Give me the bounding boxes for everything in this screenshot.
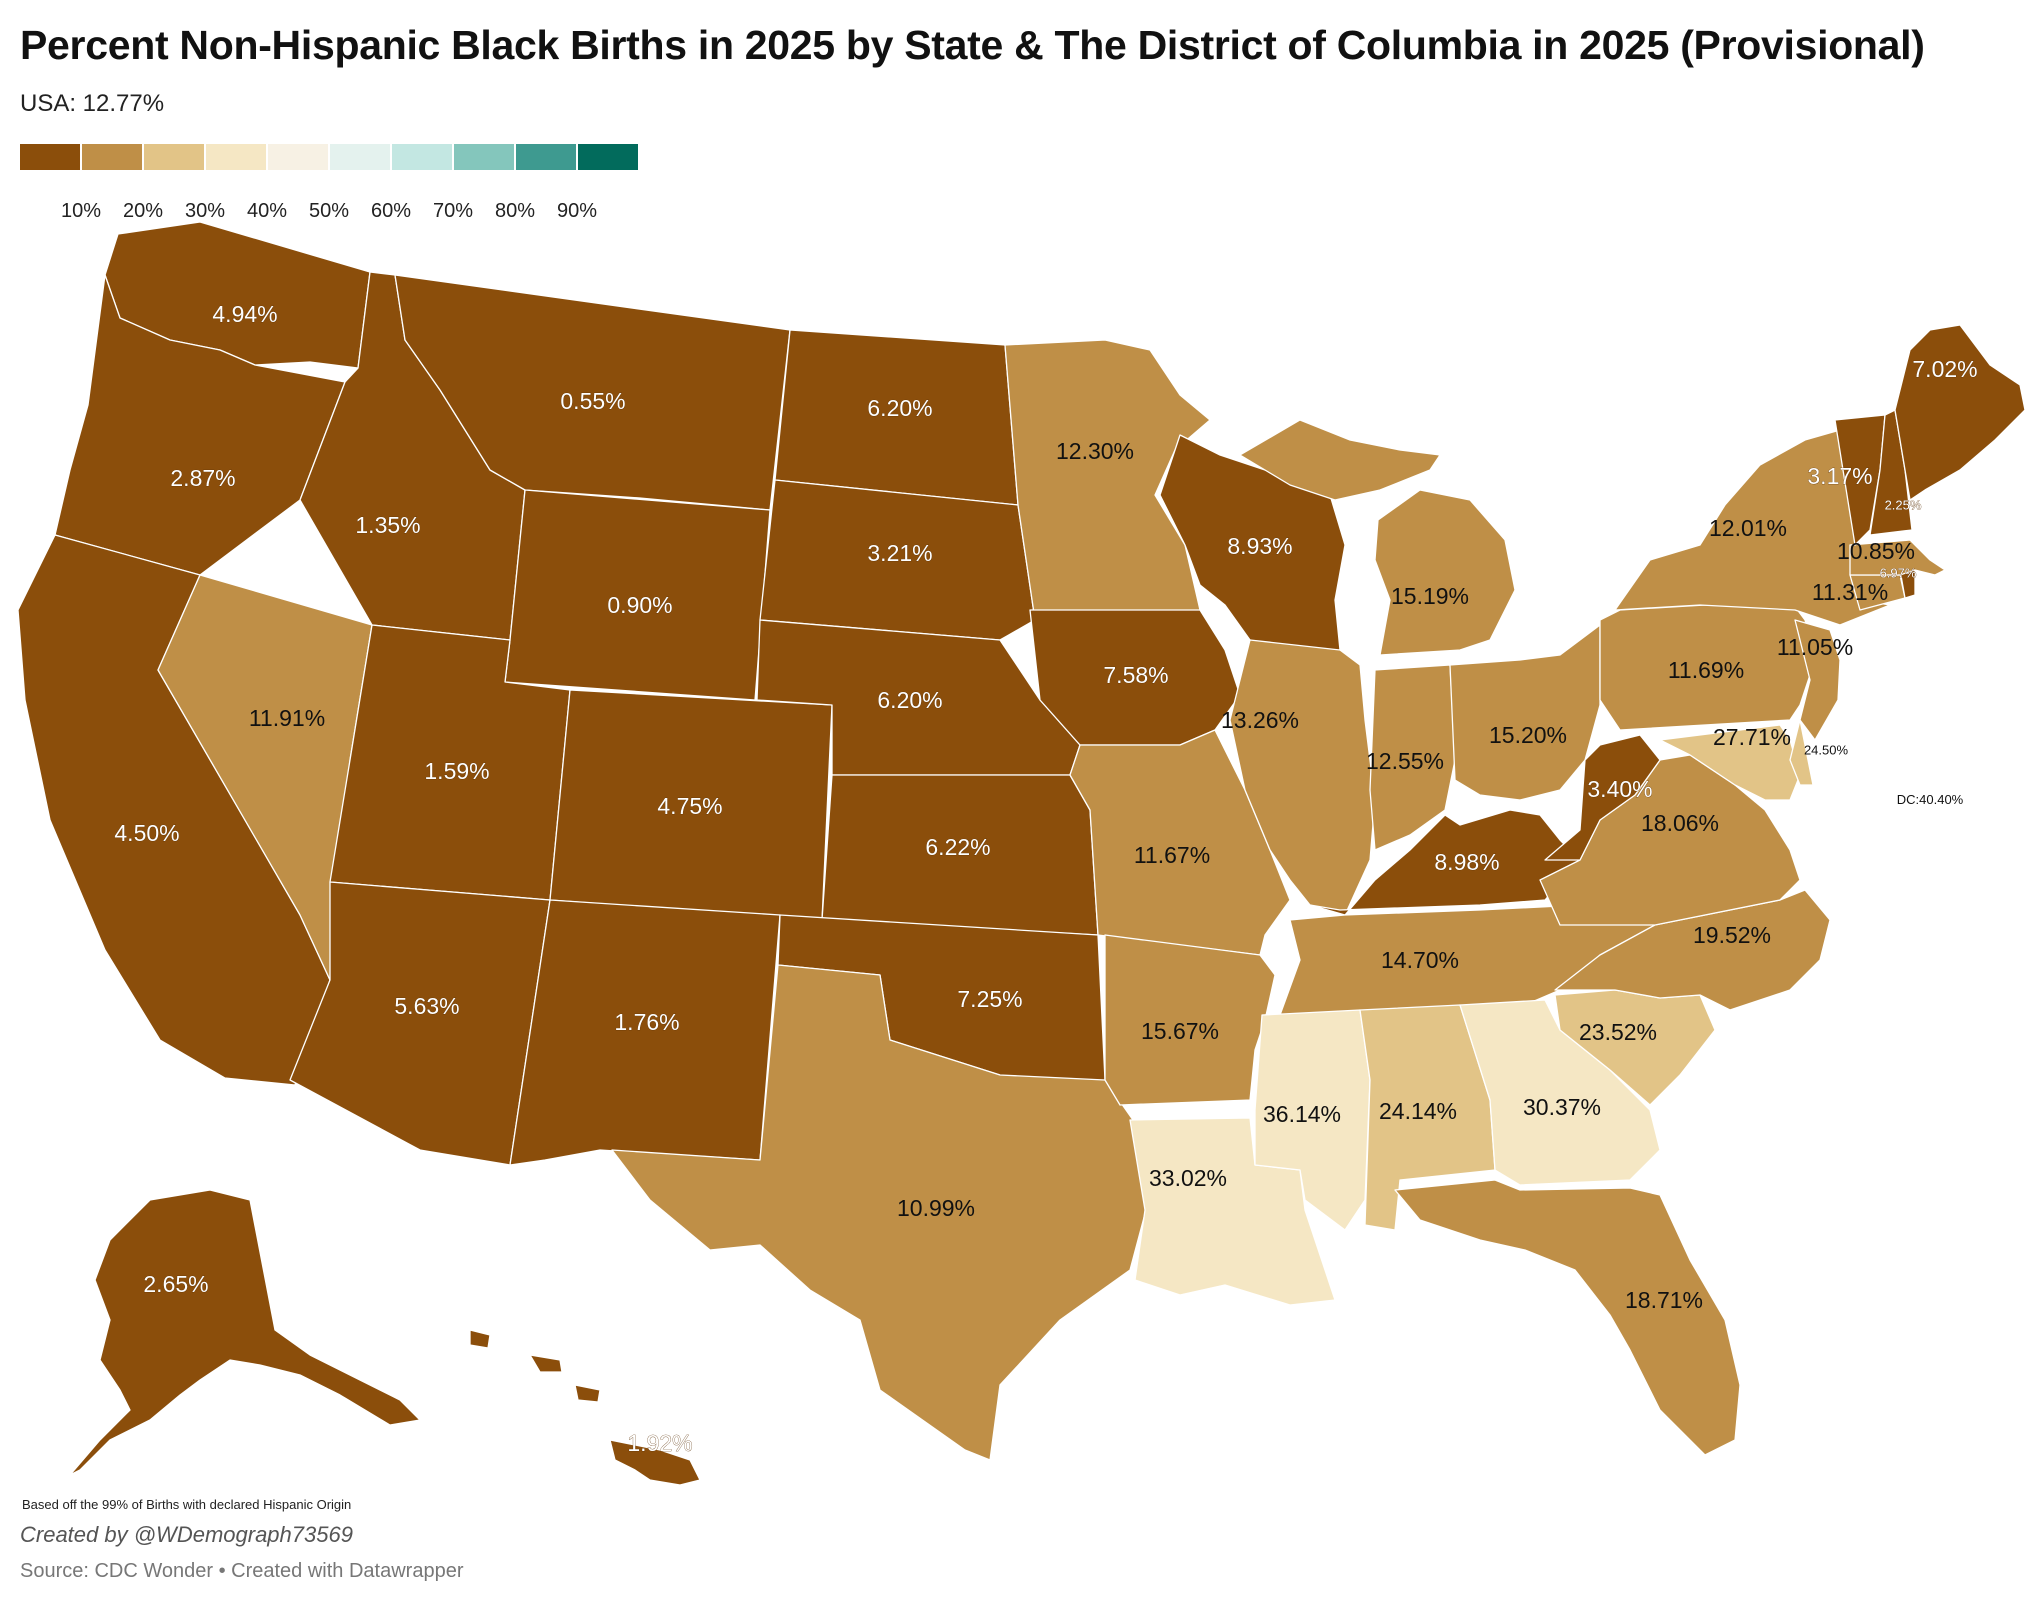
source-note: Source: CDC Wonder • Created with Datawr… bbox=[20, 1560, 464, 1582]
state-label-mi: 15.19% bbox=[1391, 583, 1469, 609]
hispanic-origin-note: Based off the 99% of Births with declare… bbox=[22, 1497, 352, 1512]
state-ky bbox=[1309, 809, 1581, 916]
legend-swatch bbox=[516, 144, 576, 170]
state-me bbox=[1894, 324, 2026, 501]
legend-swatch bbox=[330, 144, 390, 170]
state-label-ny: 12.01% bbox=[1709, 515, 1787, 541]
state-ar bbox=[1104, 934, 1276, 1106]
state-label-md: 27.71% bbox=[1713, 724, 1791, 750]
legend-swatch bbox=[268, 144, 328, 170]
state-label-tx: 10.99% bbox=[897, 1195, 975, 1221]
legend-swatch bbox=[454, 144, 514, 170]
dc-label: DC:40.40% bbox=[1897, 792, 1964, 807]
state-la bbox=[1129, 1117, 1336, 1306]
state-fl bbox=[1394, 1179, 1741, 1456]
state-label-wi: 8.93% bbox=[1227, 533, 1292, 559]
state-label-ms: 36.14% bbox=[1263, 1101, 1341, 1127]
state-label-ct: 11.31% bbox=[1812, 579, 1888, 605]
state-label-la: 33.02% bbox=[1149, 1165, 1227, 1191]
state-label-sc: 23.52% bbox=[1579, 1019, 1657, 1045]
state-label-wa: 4.94% bbox=[212, 301, 277, 327]
state-label-de: 24.50% bbox=[1804, 742, 1849, 757]
state-label-vt: 3.17% bbox=[1807, 463, 1872, 489]
state-label-nc: 19.52% bbox=[1693, 922, 1771, 948]
state-mi bbox=[1239, 419, 1516, 656]
legend-color-bar bbox=[20, 144, 640, 170]
legend-tick-label: 70% bbox=[432, 200, 474, 222]
state-label-ma: 10.85% bbox=[1837, 538, 1915, 564]
state-ga bbox=[1459, 999, 1661, 1186]
state-tx bbox=[611, 964, 1151, 1461]
legend-tick-label: 60% bbox=[370, 200, 412, 222]
state-label-ca: 4.50% bbox=[114, 820, 179, 846]
usa-average: USA: 12.77% bbox=[20, 90, 165, 117]
legend-tick-label: 90% bbox=[556, 200, 598, 222]
state-label-ky: 8.98% bbox=[1434, 849, 1499, 875]
legend-tick-label: 50% bbox=[308, 200, 350, 222]
state-label-oh: 15.20% bbox=[1489, 722, 1567, 748]
legend-tick-label: 40% bbox=[246, 200, 288, 222]
state-label-mt: 0.55% bbox=[560, 388, 625, 414]
state-label-ak: 2.65% bbox=[143, 1271, 208, 1297]
state-label-ia: 7.58% bbox=[1103, 662, 1168, 688]
state-ak bbox=[69, 1189, 421, 1476]
state-label-wv: 3.40% bbox=[1587, 776, 1652, 802]
state-label-in: 12.55% bbox=[1366, 748, 1444, 774]
state-label-nm: 1.76% bbox=[614, 1009, 679, 1035]
state-wv bbox=[1544, 734, 1661, 861]
legend-swatch bbox=[206, 144, 266, 170]
state-label-ks: 6.22% bbox=[925, 834, 990, 860]
state-label-ok: 7.25% bbox=[957, 986, 1022, 1012]
state-label-ar: 15.67% bbox=[1141, 1018, 1219, 1044]
state-label-ri: 6.97% bbox=[1880, 565, 1917, 580]
author-credit: Created by @WDemograph73569 bbox=[20, 1522, 353, 1547]
state-label-tn: 14.70% bbox=[1381, 947, 1459, 973]
state-oh bbox=[1449, 624, 1601, 801]
state-label-ne: 6.20% bbox=[877, 687, 942, 713]
state-label-sd: 3.21% bbox=[867, 540, 932, 566]
state-label-ut: 1.59% bbox=[424, 758, 489, 784]
legend-swatch bbox=[20, 144, 80, 170]
state-label-mo: 11.67% bbox=[1134, 842, 1210, 868]
legend-swatch bbox=[82, 144, 142, 170]
state-md bbox=[1659, 724, 1801, 801]
state-label-me: 7.02% bbox=[1912, 356, 1977, 382]
legend-tick-label: 10% bbox=[60, 200, 102, 222]
legend-tick-label: 30% bbox=[184, 200, 226, 222]
state-label-ga: 30.37% bbox=[1523, 1094, 1601, 1120]
state-label-az: 5.63% bbox=[394, 993, 459, 1019]
state-label-or: 2.87% bbox=[170, 465, 235, 491]
state-label-va: 18.06% bbox=[1641, 810, 1719, 836]
state-ma bbox=[1849, 539, 1946, 576]
map-title: Percent Non-Hispanic Black Births in 202… bbox=[20, 22, 1925, 68]
state-sd bbox=[759, 479, 1036, 641]
state-hi bbox=[469, 1329, 701, 1486]
legend-tick-label: 20% bbox=[122, 200, 164, 222]
state-label-nd: 6.20% bbox=[867, 395, 932, 421]
color-legend: 10% 20% 30% 40% 50% 60% 70% 80% 90% bbox=[20, 144, 640, 222]
state-label-co: 4.75% bbox=[657, 793, 722, 819]
state-label-al: 24.14% bbox=[1379, 1098, 1457, 1124]
state-label-nv: 11.91% bbox=[249, 705, 325, 731]
state-label-nj: 11.05% bbox=[1777, 634, 1853, 660]
state-mo bbox=[1069, 729, 1291, 956]
state-label-wy: 0.90% bbox=[607, 592, 672, 618]
state-label-fl: 18.71% bbox=[1625, 1287, 1703, 1313]
state-wy bbox=[504, 489, 771, 701]
legend-tick-label: 80% bbox=[494, 200, 536, 222]
state-label-pa: 11.69% bbox=[1668, 657, 1744, 683]
legend-swatch bbox=[578, 144, 638, 170]
legend-swatch bbox=[144, 144, 204, 170]
state-label-nh: 2.25% bbox=[1885, 497, 1922, 512]
state-nj bbox=[1794, 619, 1841, 741]
state-label-hi: 1.92% bbox=[627, 1430, 692, 1456]
state-label-mn: 12.30% bbox=[1056, 438, 1134, 464]
state-label-id: 1.35% bbox=[355, 512, 420, 538]
state-label-il: 13.26% bbox=[1221, 707, 1299, 733]
legend-ticks: 10% 20% 30% 40% 50% 60% 70% 80% 90% bbox=[20, 170, 640, 222]
state-de bbox=[1789, 719, 1814, 786]
legend-swatch bbox=[392, 144, 452, 170]
